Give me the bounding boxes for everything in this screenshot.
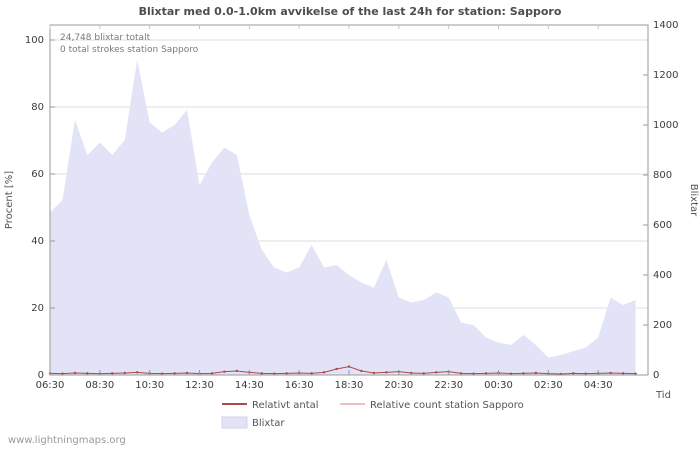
y-axis-label-left: Procent [%] — [4, 171, 15, 229]
x-tick-label: 16:30 — [285, 380, 314, 391]
y-axis-label-right: Blixtar — [688, 184, 699, 217]
chart-legend: Relativt antal Relative count station Sap… — [221, 400, 524, 429]
line-series-dot — [634, 372, 637, 375]
line-series-dot — [86, 372, 89, 375]
right-tick-label: 600 — [653, 220, 672, 231]
line-series-dot — [210, 372, 214, 375]
x-tick-label: 18:30 — [335, 380, 364, 391]
right-tick-label: 1400 — [653, 20, 678, 31]
line-series-dot — [410, 371, 413, 375]
line-series-dot — [584, 372, 587, 375]
chart-title: Blixtar med 0.0-1.0km avvikelse of the l… — [139, 5, 562, 18]
line-series-dot — [609, 371, 612, 375]
watermark: www.lightningmaps.org — [8, 435, 126, 446]
line-series-dot — [472, 372, 475, 375]
x-axis-label: Tid — [655, 390, 671, 401]
line-series-dot — [310, 372, 313, 375]
line-series — [49, 366, 636, 375]
line-series-dot — [372, 371, 376, 375]
left-tick-label: 0 — [38, 370, 44, 381]
x-tick-label: 22:30 — [434, 380, 463, 391]
line-series-dot — [335, 367, 338, 371]
left-tick-label: 80 — [31, 102, 44, 113]
right-tick-label: 0 — [653, 370, 659, 381]
line-series-dot — [173, 372, 176, 375]
plot-area: 06:30 08:30 10:30 12:30 14:30 16:30 18:30 20:30… — [25, 20, 679, 391]
x-tick-label: 20:30 — [384, 380, 413, 391]
area-series-blixtar — [50, 60, 636, 375]
line-series-dot — [73, 371, 77, 375]
left-tick-label: 40 — [31, 236, 44, 247]
x-tick-label: 10:30 — [135, 380, 164, 391]
line-series-dot — [484, 372, 488, 375]
right-tick-label: 400 — [653, 270, 672, 281]
legend-label-station-count: Relative count station Sapporo — [370, 400, 524, 411]
left-tick-label: 60 — [31, 169, 44, 180]
line-series-dot — [322, 371, 326, 374]
line-series-dot — [621, 372, 625, 375]
left-tick-label: 100 — [25, 35, 44, 46]
x-tick-label: 00:30 — [484, 380, 513, 391]
line-series-dot — [136, 371, 139, 374]
x-tick-label: 04:30 — [584, 380, 613, 391]
legend-swatch-blixtar — [221, 416, 248, 429]
left-tick-label: 20 — [31, 303, 44, 314]
legend-label-blixtar: Blixtar — [252, 418, 285, 429]
right-tick-label: 1000 — [653, 120, 678, 131]
x-tick-label: 02:30 — [534, 380, 563, 391]
x-tick-label: 12:30 — [185, 380, 214, 391]
line-series-dot — [223, 370, 226, 373]
line-series-dot — [509, 372, 513, 375]
line-series-dot — [347, 365, 351, 368]
line-series-dot — [160, 372, 164, 375]
line-series-dot — [61, 372, 64, 375]
line-series-dot — [273, 372, 276, 375]
line-series-dot — [235, 369, 239, 373]
line-series-dot — [534, 371, 538, 375]
x-tick-label: 08:30 — [85, 380, 114, 391]
line-series-dot — [435, 371, 438, 374]
x-tick-label: 14:30 — [235, 380, 264, 391]
line-series-dot — [459, 372, 463, 375]
line-series-dot — [360, 369, 363, 373]
right-tick-label: 800 — [653, 170, 672, 181]
annotation-station-strokes: 0 total strokes station Sapporo — [60, 45, 199, 55]
line-series-dot — [385, 371, 388, 374]
line-series-dot — [185, 371, 189, 375]
line-series-dot — [123, 371, 126, 375]
line-series-dot — [572, 372, 575, 375]
x-tick-label: 06:30 — [36, 380, 65, 391]
line-series-dot — [522, 372, 525, 375]
right-tick-label: 1200 — [653, 70, 678, 81]
annotation-total-strokes: 24,748 blixtar totalt — [60, 33, 151, 43]
line-series-dot — [422, 372, 425, 375]
line-series-dot — [111, 372, 114, 375]
line-series-dot — [285, 372, 288, 375]
legend-label-relativt-antal: Relativt antal — [252, 400, 319, 411]
right-tick-label: 200 — [653, 320, 672, 331]
line-series-dot — [260, 372, 263, 375]
